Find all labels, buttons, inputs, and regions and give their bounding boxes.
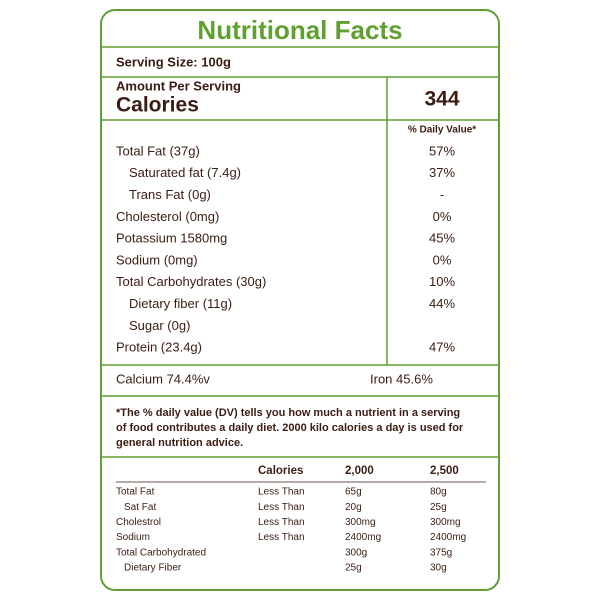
- title: Nutritional Facts: [197, 15, 402, 45]
- nutrient-label: Sodium (0mg): [116, 252, 198, 267]
- table-cell: 65g: [345, 487, 362, 498]
- nutrient-label: Total Fat (37g): [116, 143, 200, 158]
- table-header: 2,000: [345, 465, 374, 477]
- daily-value: 0%: [433, 252, 452, 267]
- table-cell: Less Than: [258, 532, 305, 543]
- daily-value: 57%: [429, 143, 455, 158]
- table-header: 2,500: [430, 465, 459, 477]
- nutrient-label: Potassium 1580mg: [116, 231, 227, 246]
- daily-value: 47%: [429, 340, 455, 355]
- table-cell: Less Than: [258, 502, 305, 513]
- table-cell: Total Carbohydrated: [116, 547, 206, 558]
- daily-value: 37%: [429, 165, 455, 180]
- amount-per-serving: Amount Per Serving: [116, 78, 241, 93]
- daily-value: 44%: [429, 296, 455, 311]
- serving-size: Serving Size: 100g: [116, 54, 231, 69]
- nutrient-label: Protein (23.4g): [116, 340, 202, 355]
- table-cell: Total Fat: [116, 487, 155, 498]
- table-cell: 30g: [430, 563, 447, 574]
- table-cell: 300mg: [345, 517, 376, 528]
- table-cell: 25g: [430, 502, 447, 513]
- table-cell: 20g: [345, 502, 362, 513]
- footnote: general nutrition advice.: [116, 437, 243, 449]
- nutrient-label: Cholesterol (0mg): [116, 209, 219, 224]
- border: [100, 9, 500, 591]
- daily-value-header: % Daily Value*: [408, 125, 476, 136]
- table-cell: Less Than: [258, 517, 305, 528]
- table-cell: Dietary Fiber: [124, 563, 182, 574]
- mineral: Calcium 74.4%v: [116, 371, 210, 386]
- table-cell: 80g: [430, 487, 447, 498]
- table-cell: Less Than: [258, 487, 305, 498]
- daily-value: -: [440, 187, 444, 202]
- table-cell: Cholestrol: [116, 517, 161, 528]
- mineral: Iron 45.6%: [370, 371, 433, 386]
- calories-value: 344: [424, 88, 459, 111]
- nutrient-label: Trans Fat (0g): [129, 187, 211, 202]
- table-cell: 300g: [345, 547, 367, 558]
- nutrient-label: Saturated fat (7.4g): [129, 165, 241, 180]
- daily-value: 0%: [433, 209, 452, 224]
- table-cell: Sat Fat: [124, 502, 156, 513]
- table-header: Calories: [258, 465, 303, 477]
- table-cell: 2400mg: [430, 532, 466, 543]
- daily-value: 10%: [429, 274, 455, 289]
- table-cell: 300mg: [430, 517, 461, 528]
- table-cell: 2400mg: [345, 532, 381, 543]
- table-cell: 375g: [430, 547, 452, 558]
- nutrient-label: Sugar (0g): [129, 318, 190, 333]
- table-cell: 25g: [345, 563, 362, 574]
- nutrient-label: Dietary fiber (11g): [129, 296, 232, 311]
- footnote: of food contributes a daily diet. 2000 k…: [116, 422, 464, 434]
- daily-value: 45%: [429, 231, 455, 246]
- calories-label: Calories: [116, 94, 199, 117]
- table-cell: Sodium: [116, 532, 150, 543]
- footnote: *The % daily value (DV) tells you how mu…: [116, 407, 460, 419]
- nutrient-label: Total Carbohydrates (30g): [116, 274, 266, 289]
